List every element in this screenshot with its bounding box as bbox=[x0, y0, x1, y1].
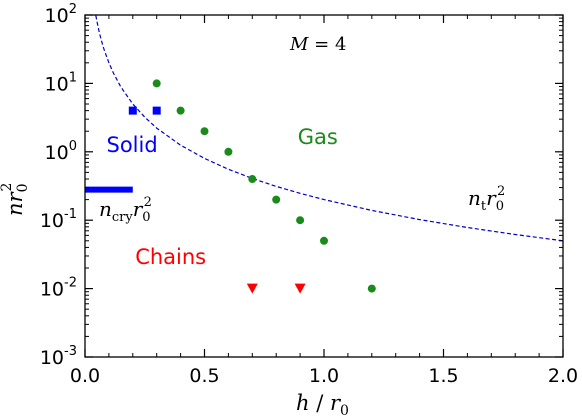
y-tick-label: 101 bbox=[45, 70, 77, 95]
x-axis-label-sub: 0 bbox=[340, 403, 349, 419]
crystal-density-r-sub: 0 bbox=[142, 210, 150, 225]
solid-data-point bbox=[128, 106, 137, 115]
x-tick-label: 0.5 bbox=[189, 365, 219, 387]
x-axis-label-slash: / bbox=[310, 391, 330, 415]
gas-data-point bbox=[367, 284, 376, 293]
chain-data-point bbox=[294, 283, 306, 294]
y-tick-base: 10 bbox=[45, 73, 69, 95]
gas-data-point bbox=[320, 236, 328, 245]
y-tick-exponent: -2 bbox=[64, 276, 77, 291]
y-tick-exponent: 0 bbox=[69, 139, 77, 154]
y-tick-label: 10-3 bbox=[40, 344, 77, 369]
curve-layer bbox=[85, 15, 563, 242]
x-tick-label: 2.0 bbox=[548, 365, 578, 387]
solid-data-point bbox=[152, 106, 161, 115]
crystal-density-r: r bbox=[133, 197, 144, 221]
y-tick-base: 10 bbox=[40, 210, 64, 232]
gas-data-point bbox=[296, 216, 305, 225]
annotation-symbol: M bbox=[289, 34, 309, 55]
transition-sup: 2 bbox=[497, 184, 505, 199]
transition-sub: t bbox=[481, 199, 487, 214]
transition-r: r bbox=[486, 186, 497, 210]
gas-data-point bbox=[248, 175, 257, 184]
gas-data-point bbox=[152, 79, 161, 88]
y-tick-base: 10 bbox=[40, 347, 64, 369]
chain-data-point bbox=[246, 283, 258, 294]
transition-curve-line bbox=[95, 15, 563, 242]
y-tick-exponent: 2 bbox=[69, 2, 77, 17]
x-axis-label-r: r bbox=[330, 391, 342, 415]
annotation-value: = 4 bbox=[308, 34, 346, 55]
gas-data-point bbox=[176, 106, 185, 115]
region-label-gas: Gas bbox=[298, 125, 338, 149]
y-axis-label: nr02 bbox=[0, 183, 31, 216]
gas-data-point bbox=[200, 127, 209, 136]
y-axis-label-sub: 0 bbox=[15, 184, 31, 193]
crystal-density-label: ncryr02 bbox=[99, 195, 152, 225]
y-axis-label-sup: 2 bbox=[0, 183, 15, 192]
crystal-density-sub: cry bbox=[112, 210, 133, 225]
y-tick-base: 10 bbox=[45, 142, 69, 164]
gas-data-point bbox=[224, 147, 233, 156]
crystal-density-sup: 2 bbox=[144, 195, 152, 210]
gas-data-point bbox=[272, 195, 281, 204]
y-tick-base: 10 bbox=[40, 279, 64, 301]
transition-r-sub: 0 bbox=[496, 199, 504, 214]
x-tick-label: 0.0 bbox=[70, 365, 100, 387]
y-tick-exponent: -1 bbox=[64, 207, 77, 222]
region-label-chains: Chains bbox=[135, 245, 206, 269]
parameter-annotation: M = 4 bbox=[289, 34, 346, 55]
x-tick-label: 1.5 bbox=[428, 365, 458, 387]
y-tick-exponent: -3 bbox=[64, 344, 77, 359]
transition-curve-label: ntr02 bbox=[468, 184, 505, 214]
y-tick-label: 10-2 bbox=[40, 276, 77, 301]
crystal-density-n: n bbox=[99, 197, 112, 221]
y-axis-label-nr: nr bbox=[3, 190, 27, 216]
region-label-solid: Solid bbox=[107, 133, 158, 157]
y-tick-label: 102 bbox=[45, 2, 77, 27]
x-axis-label-h: h bbox=[296, 391, 310, 415]
y-tick-exponent: 1 bbox=[69, 70, 77, 85]
x-tick-label: 1.0 bbox=[309, 365, 339, 387]
y-tick-label: 100 bbox=[45, 139, 77, 164]
y-tick-base: 10 bbox=[45, 5, 69, 27]
y-tick-label: 10-1 bbox=[40, 207, 77, 232]
x-axis-label: h / r0 bbox=[296, 391, 349, 419]
points-layer bbox=[128, 79, 376, 294]
transition-n: n bbox=[468, 186, 481, 210]
